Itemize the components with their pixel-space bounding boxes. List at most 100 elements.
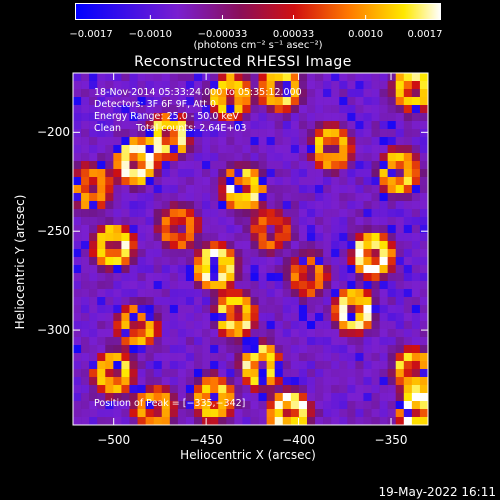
heatmap-cell [258,385,267,394]
heatmap-cell [419,289,429,298]
heatmap-cell [137,129,146,138]
heatmap-cell [331,129,340,138]
heatmap-cell [298,265,308,274]
heatmap-cell [226,377,235,386]
heatmap-cell [113,321,122,330]
heatmap-cell [105,129,114,138]
heatmap-cell [250,137,259,146]
heatmap-cell [177,113,187,122]
heatmap-cell [290,201,300,210]
heatmap-cell [403,345,413,354]
heatmap-cell [226,217,235,226]
heatmap-cell [347,345,356,354]
heatmap-cell [411,113,421,122]
heatmap-cell [81,249,90,258]
heatmap-cell [161,393,171,402]
heatmap-cell [129,353,138,362]
heatmap-cell [89,201,98,210]
heatmap-cell [282,217,292,226]
heatmap-cell [282,385,292,394]
heatmap-cell [395,145,405,154]
heatmap-cell [89,417,98,426]
heatmap-cell [218,121,227,130]
heatmap-cell [113,177,122,186]
heatmap-cell [137,73,146,82]
heatmap-cell [298,145,308,154]
heatmap-cell [129,161,138,170]
heatmap-cell [73,185,82,194]
heatmap-cell [226,201,235,210]
heatmap-cell [339,97,348,106]
heatmap-cell [250,161,259,170]
heatmap-cell [363,217,372,226]
heatmap-cell [250,305,259,314]
heatmap-cell [363,241,372,250]
heatmap-cell [81,137,90,146]
heatmap-cell [339,193,348,202]
heatmap-cell [339,121,348,130]
heatmap-cell [266,281,276,290]
heatmap-cell [419,105,429,114]
heatmap-cell [419,161,429,170]
heatmap-cell [145,89,154,98]
plot-frame [72,72,429,426]
heatmap-cell [323,193,332,202]
heatmap-cell [121,241,130,250]
heatmap-cell [331,353,340,362]
heatmap-cell [355,161,364,170]
heatmap-cell [121,89,130,98]
heatmap-cell [185,193,195,202]
heatmap-cell [387,225,397,234]
heatmap-cell [81,393,90,402]
heatmap-cell [250,385,259,394]
heatmap-cell [347,361,356,370]
heatmap-cell [169,313,179,322]
heatmap-cell [411,265,421,274]
heatmap-cell [121,417,130,426]
heatmap-cell [226,225,235,234]
heatmap-cell [161,81,171,90]
heatmap-cell [137,265,146,274]
heatmap-cell [339,89,348,98]
heatmap-cell [169,177,179,186]
heatmap-cell [258,129,267,138]
heatmap-cell [129,81,138,90]
heatmap-cell [218,361,227,370]
heatmap-cell [331,361,340,370]
heatmap-cell [282,81,292,90]
heatmap-cell [169,281,179,290]
heatmap-cell [395,161,405,170]
y-axis-label: Heliocentric Y (arcsec) [13,194,27,330]
heatmap-cell [129,249,138,258]
heatmap-cell [177,297,187,306]
heatmap-cell [145,353,154,362]
heatmap-cell [339,265,348,274]
heatmap-cell [331,225,340,234]
heatmap-cell [419,97,429,106]
heatmap-cell [395,329,405,338]
heatmap-cell [419,361,429,370]
heatmap-cell [218,241,227,250]
heatmap-cell [153,313,163,322]
heatmap-cell [202,249,211,258]
heatmap-cell [177,105,187,114]
heatmap-cell [121,225,130,234]
heatmap-cell [161,321,171,330]
heatmap-cell [379,225,388,234]
heatmap-cell [290,177,300,186]
heatmap-cell [306,321,316,330]
heatmap-cell [153,281,163,290]
heatmap-cell [97,121,106,130]
heatmap-cell [81,121,90,130]
heatmap-cell [97,105,106,114]
heatmap-cell [177,209,187,218]
heatmap-cell [226,273,235,282]
heatmap-cell [258,97,267,106]
heatmap-cell [379,153,388,162]
heatmap-cell [194,385,203,394]
heatmap-cell [403,369,413,378]
heatmap-cell [395,321,405,330]
heatmap-cell [339,345,348,354]
heatmap-cell [73,265,82,274]
heatmap-cell [202,209,211,218]
